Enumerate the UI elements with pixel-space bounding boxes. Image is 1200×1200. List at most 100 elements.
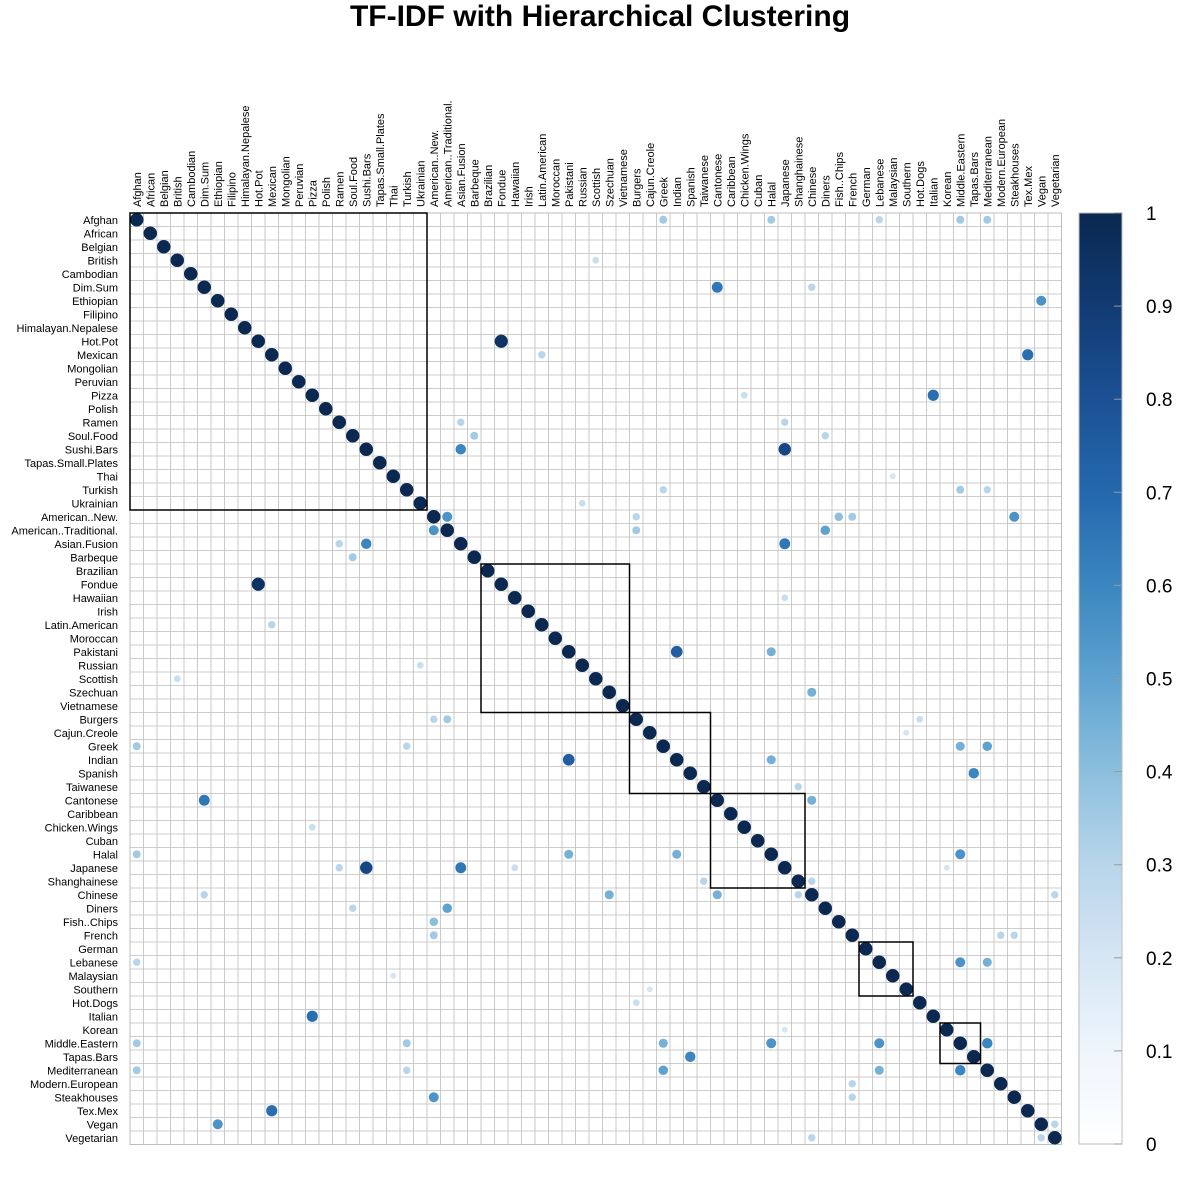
column-label-korean: Korean bbox=[942, 172, 954, 207]
cell-afghan-afghan bbox=[130, 213, 144, 227]
cell-afghan-halal bbox=[767, 215, 776, 224]
cell-turkish-middle-eastern bbox=[956, 485, 965, 494]
cell-cajun-creole-southern bbox=[903, 729, 910, 736]
column-label-cantonese: Cantonese bbox=[712, 154, 724, 207]
row-label-korean: Korean bbox=[83, 1025, 118, 1037]
cell-pizza-pizza bbox=[305, 388, 319, 402]
cell-vegan-ethiopian bbox=[212, 1119, 223, 1130]
row-label-russian: Russian bbox=[78, 660, 118, 672]
colorbar-tick-label: 0.4 bbox=[1146, 763, 1173, 784]
cell-mediterranean-middle-eastern bbox=[955, 1065, 966, 1076]
cell-chinese-vegetarian bbox=[1051, 891, 1059, 899]
row-label-sushi-bars: Sushi.Bars bbox=[65, 444, 119, 456]
column-label-caribbean: Caribbean bbox=[726, 156, 738, 207]
row-label-cantonese: Cantonese bbox=[65, 795, 118, 807]
chart-title: TF-IDF with Hierarchical Clustering bbox=[349, 0, 851, 33]
column-label-british: British bbox=[172, 176, 184, 207]
cell-sushi-bars-japanese bbox=[778, 443, 791, 456]
cell-modern-european-modern-european bbox=[994, 1077, 1008, 1091]
column-label-turkish: Turkish bbox=[402, 171, 414, 207]
row-label-japanese: Japanese bbox=[70, 863, 118, 875]
cell-chicken-wings-chicken-wings bbox=[737, 820, 751, 834]
cell-fish-chips-american-new bbox=[429, 917, 439, 927]
column-label-diners: Diners bbox=[820, 175, 832, 207]
column-label-fish-chips: Fish..Chips bbox=[834, 151, 846, 207]
cell-chinese-cantonese bbox=[712, 890, 722, 900]
cell-burgers-american-traditional bbox=[443, 715, 452, 724]
cell-mexican-latin-american bbox=[538, 351, 546, 359]
column-label-tapas-bars: Tapas.Bars bbox=[969, 151, 981, 207]
column-label-pizza: Pizza bbox=[307, 179, 319, 207]
cell-greek-mediterranean bbox=[982, 741, 993, 752]
cell-burgers-burgers bbox=[629, 712, 643, 726]
cell-spanish-spanish bbox=[683, 766, 697, 780]
cell-steakhouses-american-new bbox=[428, 1092, 439, 1103]
cell-lebanese-afghan bbox=[133, 958, 141, 966]
cell-chinese-dim-sum bbox=[200, 891, 208, 899]
cell-shanghainese-chinese bbox=[808, 877, 816, 885]
row-label-african: African bbox=[84, 228, 118, 240]
cell-japanese-asian-fusion bbox=[455, 862, 467, 874]
row-label-asian-fusion: Asian.Fusion bbox=[54, 539, 118, 551]
cell-british-scottish bbox=[592, 256, 600, 264]
cell-mexican-tex-mex bbox=[1022, 349, 1034, 361]
cell-hawaiian-japanese bbox=[781, 594, 789, 602]
cell-thai-thai bbox=[386, 469, 400, 483]
cell-ramen-asian-fusion bbox=[457, 418, 465, 426]
cell-tapas-small-plates-tapas-small-plates bbox=[373, 456, 387, 470]
cell-lebanese-lebanese bbox=[872, 955, 886, 969]
cluster-box-6 bbox=[939, 1022, 982, 1065]
cell-german-german bbox=[859, 942, 873, 956]
colorbar: 0 0.1 0.2 0.3 0.4 0.5 0.6 0.7 0.8 0.9 1 bbox=[1078, 204, 1173, 1156]
column-label-american-traditional: American..Traditional. bbox=[442, 100, 454, 207]
row-label-polish: Polish bbox=[88, 404, 118, 416]
cell-pakistani-indian bbox=[670, 645, 683, 658]
row-label-chicken-wings: Chicken.Wings bbox=[45, 822, 119, 834]
column-label-dim-sum: Dim.Sum bbox=[199, 162, 211, 207]
cell-cajun-creole-cajun-creole bbox=[643, 726, 657, 740]
row-label-hot-pot: Hot.Pot bbox=[81, 336, 118, 348]
row-label-german: German bbox=[78, 944, 118, 956]
cell-japanese-hawaiian bbox=[511, 864, 519, 872]
cell-greek-middle-eastern bbox=[955, 741, 965, 751]
colorbar-tick-label: 0.7 bbox=[1146, 483, 1172, 504]
cell-halal-halal bbox=[764, 847, 778, 861]
cell-vegan-vegan bbox=[1034, 1117, 1048, 1131]
cell-malaysian-thai bbox=[390, 972, 397, 979]
cell-chinese-shanghainese bbox=[794, 891, 802, 899]
colorbar-tick-label: 0.2 bbox=[1146, 949, 1172, 970]
column-label-malaysian: Malaysian bbox=[888, 157, 900, 207]
row-label-peruvian: Peruvian bbox=[75, 377, 118, 389]
cell-mediterranean-greek bbox=[658, 1065, 669, 1076]
cell-hot-pot-hot-pot bbox=[251, 334, 265, 348]
column-label-scottish: Scottish bbox=[591, 168, 603, 207]
column-label-polish: Polish bbox=[321, 177, 333, 207]
cell-shanghainese-shanghainese bbox=[791, 874, 805, 888]
cell-ramen-ramen bbox=[332, 415, 346, 429]
cell-brazilian-brazilian bbox=[481, 564, 495, 578]
row-label-cuban: Cuban bbox=[86, 836, 118, 848]
cell-soul-food-soul-food bbox=[346, 429, 360, 443]
cell-american-new-american-traditional bbox=[442, 511, 453, 522]
cell-southern-cajun-creole bbox=[646, 986, 653, 993]
cell-ramen-japanese bbox=[781, 418, 789, 426]
cell-turkish-greek bbox=[659, 486, 667, 494]
column-label-tex-mex: Tex.Mex bbox=[1023, 166, 1035, 207]
row-label-soul-food: Soul.Food bbox=[68, 431, 118, 443]
column-label-belgian: Belgian bbox=[159, 170, 171, 207]
row-label-middle-eastern: Middle.Eastern bbox=[45, 1038, 118, 1050]
row-label-fish-chips: Fish..Chips bbox=[63, 917, 119, 929]
cell-diners-american-traditional bbox=[442, 903, 453, 914]
cell-hot-pot-fondue bbox=[494, 334, 508, 348]
column-label-cuban: Cuban bbox=[753, 175, 765, 207]
cell-cantonese-cantonese bbox=[710, 793, 724, 807]
row-label-caribbean: Caribbean bbox=[67, 809, 118, 821]
cell-french-american-new bbox=[429, 931, 438, 940]
cell-vegetarian-vegetarian bbox=[1048, 1131, 1062, 1145]
row-label-tapas-small-plates: Tapas.Small.Plates bbox=[24, 458, 118, 470]
row-label-afghan: Afghan bbox=[83, 215, 118, 227]
row-label-hot-dogs: Hot.Dogs bbox=[72, 998, 118, 1010]
cell-moroccan-moroccan bbox=[548, 631, 562, 645]
cell-cantonese-chinese bbox=[807, 795, 817, 805]
